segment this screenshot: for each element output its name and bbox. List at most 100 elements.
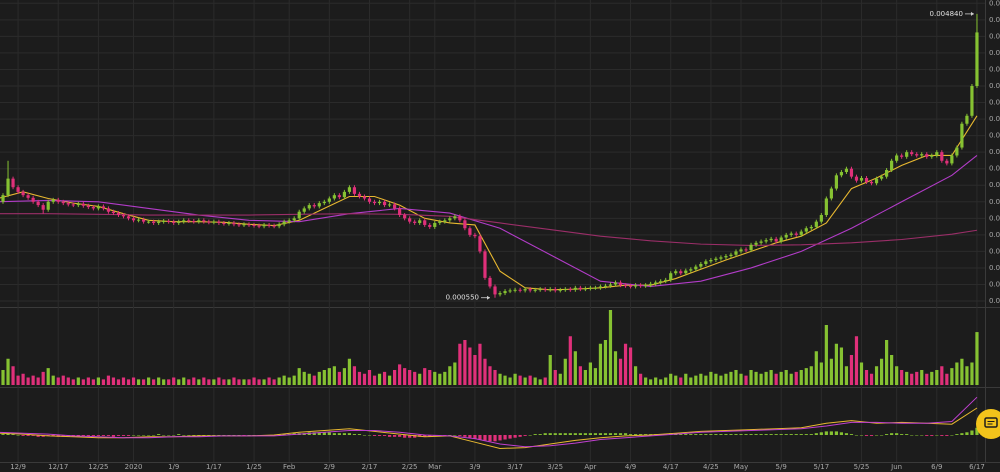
x-tick-label: 1/17: [206, 463, 222, 471]
candle-body: [654, 282, 658, 284]
volume-bar: [644, 377, 648, 385]
volume-bar: [86, 377, 90, 385]
candle-body: [749, 244, 753, 251]
macd-histogram-bar: [322, 432, 326, 435]
volume-bar: [618, 358, 623, 385]
candle-body: [940, 152, 944, 161]
volume-bar: [282, 375, 286, 385]
volume-bar: [774, 373, 778, 385]
macd-histogram-bar: [915, 435, 919, 436]
candle-body: [639, 285, 643, 287]
candle-body: [975, 32, 979, 87]
macd-histogram-bar: [202, 435, 206, 436]
macd-histogram-bar: [704, 434, 708, 435]
volume-bar: [879, 358, 884, 385]
macd-histogram-bar: [136, 435, 141, 436]
macd-histogram-bar: [548, 433, 552, 435]
candle-body: [322, 201, 326, 204]
candle-body: [131, 218, 136, 221]
candle-body: [423, 220, 427, 225]
candle-body: [207, 221, 211, 223]
candle-body: [910, 152, 914, 155]
macd-histogram-bar: [699, 434, 703, 435]
volume-bar: [864, 370, 869, 385]
candle-body: [724, 256, 728, 258]
candle-body: [669, 273, 673, 280]
volume-bar: [628, 347, 633, 385]
volume-bar: [377, 373, 382, 385]
candle-body: [342, 191, 346, 198]
volume-bar: [598, 343, 603, 385]
volume-bar: [734, 370, 738, 385]
candle-body: [242, 224, 246, 226]
volume-bar: [307, 373, 311, 385]
volume-bar: [950, 368, 954, 385]
volume-bar: [970, 362, 974, 385]
candle-body: [51, 199, 55, 202]
macd-histogram-bar: [192, 435, 196, 436]
y-tick-label: 0.00225: [989, 181, 1000, 189]
candle-body: [879, 176, 884, 179]
macd-histogram-bar: [352, 434, 357, 435]
candle-body: [438, 221, 442, 223]
macd-histogram-bar: [523, 435, 527, 436]
candle-body: [453, 216, 457, 219]
macd-histogram-bar: [965, 432, 969, 435]
candle-body: [403, 215, 407, 219]
candle-body: [367, 198, 372, 202]
chat-button[interactable]: [976, 409, 1000, 439]
candle-body: [483, 251, 487, 278]
macd-histogram-bar: [473, 435, 477, 439]
y-tick-label: 0.0035: [989, 99, 1000, 107]
macd-histogram-bar: [96, 435, 100, 436]
volume-bar: [212, 379, 216, 385]
candle-body: [317, 203, 321, 207]
volume-bar: [413, 371, 417, 385]
candle-body: [854, 176, 859, 181]
volume-bar: [955, 362, 959, 385]
candle-body: [633, 285, 638, 287]
x-tick-label: 3/25: [547, 463, 563, 471]
candle-body: [925, 154, 929, 157]
candle-body: [91, 207, 95, 209]
candle-body: [809, 226, 813, 229]
candle-body: [36, 201, 40, 206]
macd-histogram-bar: [111, 435, 116, 437]
candle-body: [302, 208, 306, 212]
volume-bar: [764, 371, 768, 385]
volume-bar: [362, 373, 367, 385]
candle-body: [448, 218, 452, 221]
macd-histogram-bar: [689, 434, 693, 435]
macd-histogram-bar: [814, 433, 818, 435]
volume-bar: [357, 371, 362, 385]
candle-body: [292, 218, 296, 221]
candle-body: [177, 221, 181, 223]
volume-bar: [940, 366, 944, 385]
volume-bar: [829, 358, 833, 385]
candle-body: [408, 218, 412, 222]
moving-average-line: [0, 115, 978, 291]
x-tick-label: 2/9: [324, 463, 335, 471]
macd-histogram-bar: [106, 435, 111, 436]
moving-average-line: [0, 213, 978, 247]
candle-body: [347, 187, 352, 192]
x-tick-label: 12/17: [48, 463, 68, 471]
candle-body: [473, 234, 477, 237]
macd-histogram-bar: [408, 435, 412, 438]
volume-bar: [694, 375, 698, 385]
y-tick-label: 0.00425: [989, 49, 1000, 57]
candle-body: [704, 261, 708, 264]
candle-body: [197, 220, 201, 222]
macd-histogram-bar: [247, 435, 251, 436]
candle-body: [16, 187, 20, 192]
candle-body: [628, 285, 633, 287]
macd-histogram-bar: [197, 435, 201, 436]
y-tick-label: 0.00125: [989, 247, 1000, 255]
candle-body: [478, 236, 482, 252]
volume-bar: [473, 355, 477, 385]
volume-bar: [91, 379, 95, 385]
candle-body: [659, 281, 663, 283]
candle-body: [257, 225, 261, 227]
volume-bar: [222, 379, 226, 385]
macd-histogram-bar: [854, 435, 859, 436]
